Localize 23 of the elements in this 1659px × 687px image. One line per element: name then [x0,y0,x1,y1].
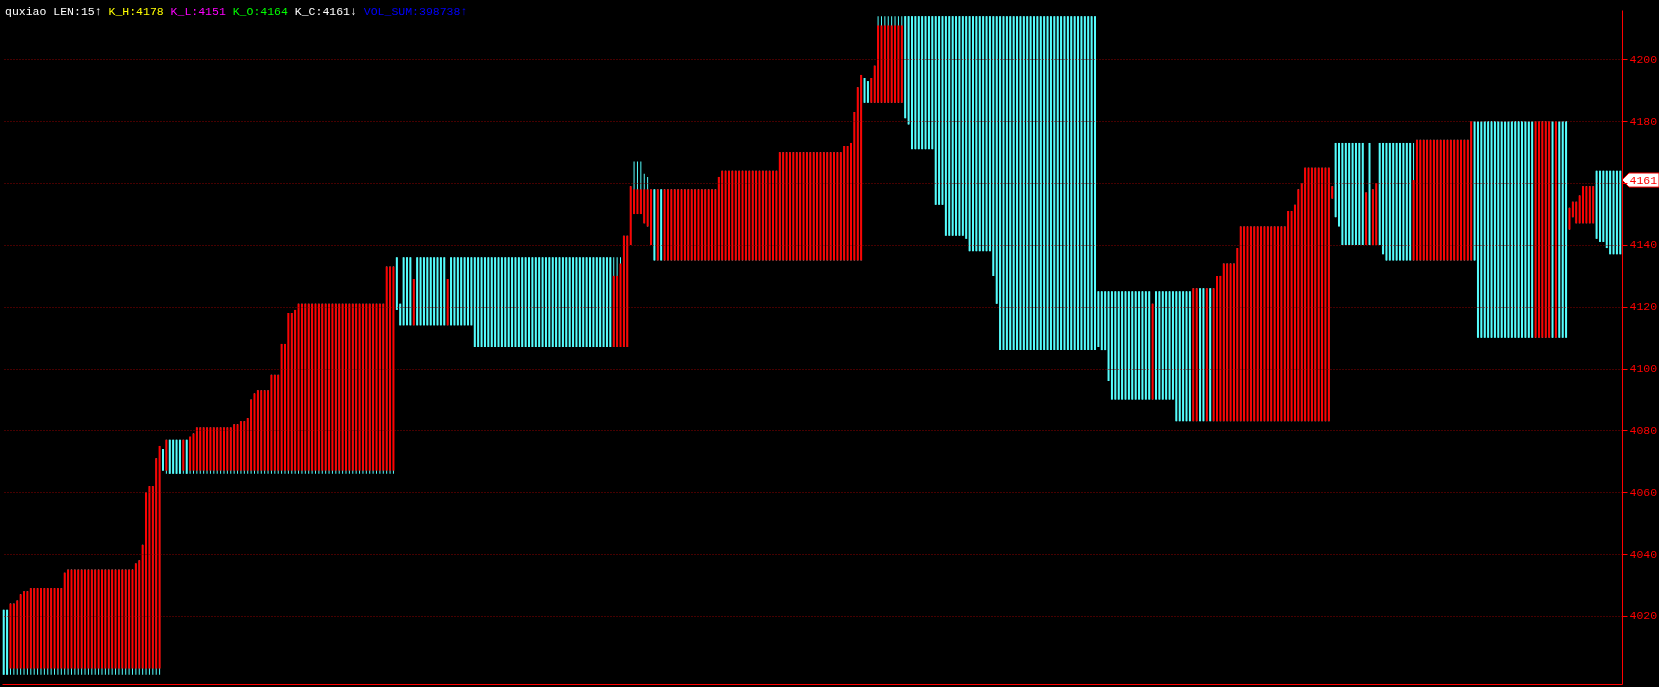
y-tick-label: 4080 [1629,423,1658,437]
y-tick-label: 4040 [1629,547,1658,561]
y-tick-label: 4180 [1629,114,1658,128]
y-tick-label: 4100 [1629,362,1658,376]
y-tick-label: 4140 [1629,238,1658,252]
candlestick [1216,275,1218,422]
candlestick [161,449,164,471]
y-tick-label: 4020 [1629,609,1658,623]
annotation: LEN:15↑ [53,5,102,18]
y-tick-label: 4200 [1629,52,1658,66]
candlestick [1277,226,1279,422]
annotation: K_H:4178 [108,5,164,18]
y-tick-label: 4161 [1629,173,1658,187]
annotation: K_O:4164 [232,5,289,18]
annotation: K_L:4151 [170,5,226,18]
annotation: VOL_SUM:398738↑ [363,5,468,18]
y-tick-label: 4120 [1629,300,1658,314]
y-tick-label: 4060 [1629,485,1658,499]
candlestick [406,257,408,326]
chart-title: quxiao [5,5,47,18]
candlestick [467,257,469,326]
annotation: K_C:4161↓ [294,5,357,18]
candlestick [1155,291,1157,400]
